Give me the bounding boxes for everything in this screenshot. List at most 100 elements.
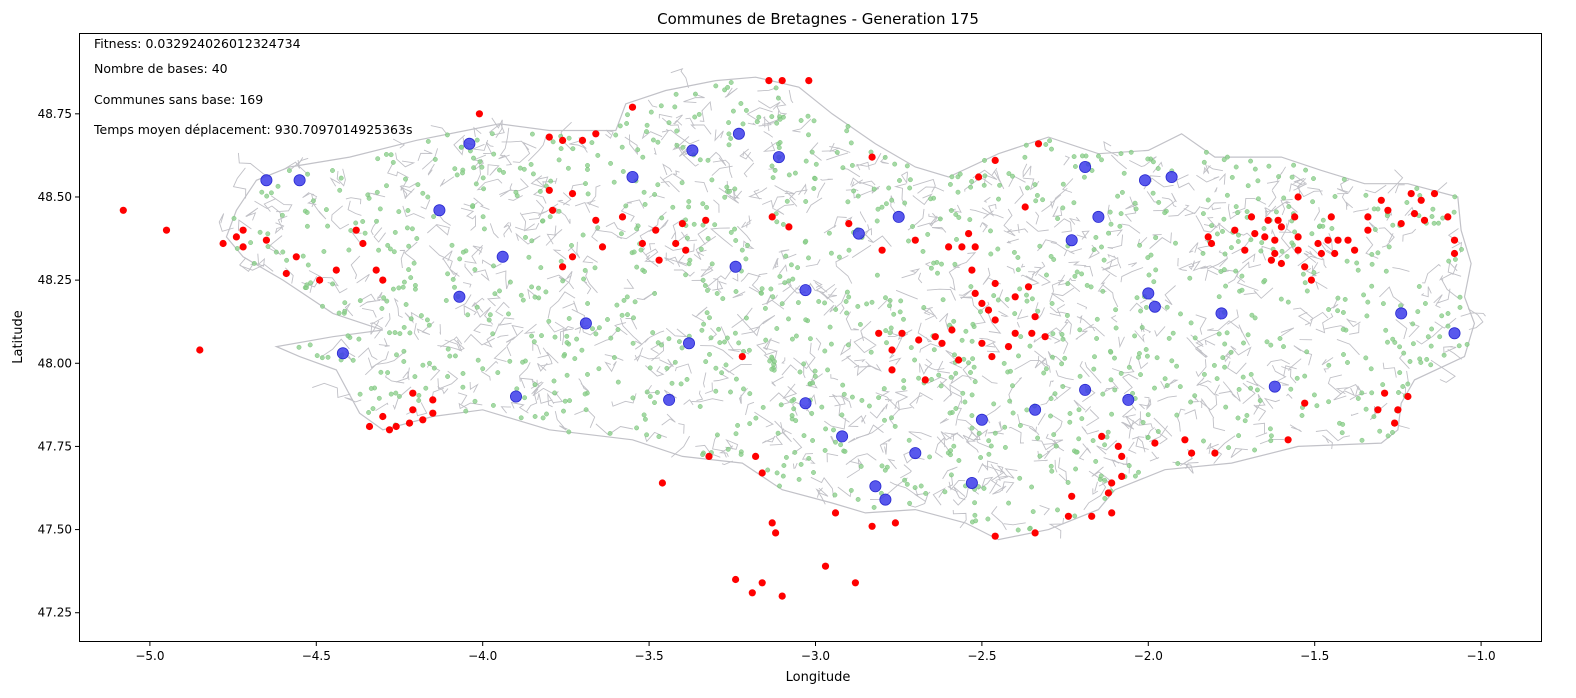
commune-point xyxy=(793,170,798,176)
commune-point xyxy=(848,140,854,146)
commune-point xyxy=(1289,240,1295,246)
commune-sans-base-point xyxy=(429,409,437,417)
commune-border xyxy=(499,178,529,196)
commune-border xyxy=(1206,442,1219,454)
commune-point xyxy=(1439,313,1445,319)
commune-point xyxy=(881,386,887,391)
commune-border xyxy=(1349,323,1360,335)
commune-border xyxy=(1329,297,1339,310)
commune-sans-base-point xyxy=(658,479,667,487)
commune-point xyxy=(574,336,579,342)
commune-sans-base-point xyxy=(868,153,876,161)
commune-sans-base-point xyxy=(955,356,963,364)
commune-point xyxy=(1077,327,1083,333)
commune-point xyxy=(1242,418,1248,424)
commune-point xyxy=(1138,372,1143,377)
commune-border xyxy=(704,382,713,394)
commune-border xyxy=(718,187,740,204)
commune-border xyxy=(1063,155,1071,166)
commune-point xyxy=(929,265,934,271)
y-tick-label: 48.75 xyxy=(38,107,72,121)
commune-point xyxy=(425,194,431,200)
commune-border xyxy=(1149,175,1161,182)
commune-border xyxy=(480,371,491,381)
commune-border xyxy=(820,178,833,181)
commune-point xyxy=(377,206,383,212)
commune-point xyxy=(1073,164,1078,169)
commune-sans-base-point xyxy=(1098,432,1106,440)
commune-border xyxy=(939,312,949,330)
commune-border xyxy=(824,418,847,430)
commune-point xyxy=(1380,382,1386,387)
commune-point xyxy=(996,196,1001,202)
commune-border xyxy=(437,339,463,352)
commune-point xyxy=(969,413,975,418)
commune-point xyxy=(345,333,351,339)
commune-point xyxy=(560,278,566,284)
commune-border xyxy=(1081,426,1099,435)
commune-point xyxy=(1091,366,1097,372)
commune-point xyxy=(735,422,740,428)
commune-border xyxy=(798,183,807,196)
commune-border xyxy=(1280,327,1295,337)
base-point xyxy=(1215,307,1228,320)
commune-point xyxy=(871,186,877,192)
commune-border xyxy=(1121,406,1136,418)
base-point xyxy=(663,393,676,406)
commune-point xyxy=(829,341,834,347)
commune-point xyxy=(1016,353,1021,359)
commune-point xyxy=(1037,453,1043,459)
commune-point xyxy=(846,247,852,253)
commune-sans-base-point xyxy=(1327,213,1335,221)
commune-point xyxy=(1278,296,1284,302)
commune-point xyxy=(907,500,912,506)
commune-border xyxy=(1017,223,1020,234)
commune-border xyxy=(498,154,513,166)
commune-border xyxy=(1034,266,1042,277)
commune-point xyxy=(1301,271,1306,277)
commune-point xyxy=(813,161,819,167)
commune-border xyxy=(763,350,778,369)
commune-point xyxy=(384,298,390,304)
commune-border xyxy=(1053,384,1072,402)
commune-border xyxy=(588,184,601,206)
commune-sans-base-point xyxy=(1307,276,1315,284)
commune-point xyxy=(401,348,407,354)
commune-sans-base-point xyxy=(1420,216,1429,224)
commune-border xyxy=(351,232,362,245)
commune-sans-base-point xyxy=(578,136,587,144)
commune-point xyxy=(1268,342,1274,348)
commune-point xyxy=(1105,429,1111,435)
commune-point xyxy=(566,165,571,171)
commune-border xyxy=(1058,321,1069,354)
commune-point xyxy=(405,208,411,213)
commune-sans-base-point xyxy=(1301,399,1309,407)
commune-border xyxy=(1195,215,1221,233)
commune-border xyxy=(762,141,777,152)
commune-border xyxy=(1307,187,1323,196)
commune-points xyxy=(231,80,1470,533)
commune-point xyxy=(953,406,959,411)
commune-border xyxy=(998,310,1009,317)
commune-point xyxy=(265,244,271,249)
commune-border xyxy=(1283,365,1297,377)
commune-point xyxy=(257,229,263,235)
commune-point xyxy=(641,189,647,195)
commune-point xyxy=(385,370,390,375)
commune-point xyxy=(585,162,590,168)
commune-point xyxy=(635,147,641,153)
commune-point xyxy=(1071,200,1077,206)
commune-point xyxy=(892,161,898,167)
commune-point xyxy=(889,415,894,421)
commune-border xyxy=(674,119,683,126)
commune-border xyxy=(981,203,997,217)
commune-point xyxy=(279,212,285,218)
commune-border xyxy=(1017,413,1040,436)
commune-point xyxy=(1261,226,1267,231)
commune-border xyxy=(557,199,570,206)
base-point xyxy=(852,227,865,240)
commune-point xyxy=(556,208,562,214)
commune-point xyxy=(1220,228,1225,234)
commune-point xyxy=(1202,371,1207,377)
commune-point xyxy=(1073,466,1079,472)
